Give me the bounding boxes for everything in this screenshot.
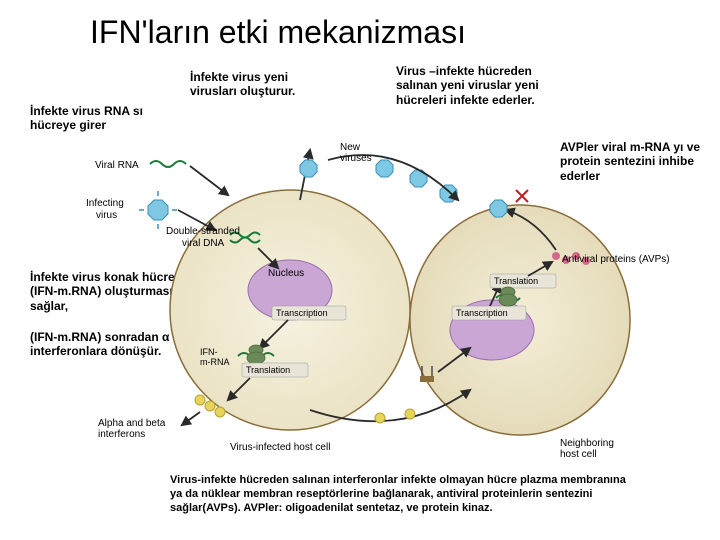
new-virus-1 [300,160,317,177]
label-nhc: Neighboring host cell [560,438,614,460]
mechanism-diagram [0,0,720,470]
label-transcription-1: Transcription [276,308,328,318]
infecting-virus-icon [139,191,177,229]
label-ab-ifn: Alpha and beta interferons [98,418,165,440]
label-virus: virus [96,210,117,221]
label-vihc: Virus-infected host cell [230,442,330,453]
block-icon [516,190,528,202]
label-ifn-mrna: IFN- m-RNA [200,348,230,368]
label-nucleus: Nucleus [268,268,304,279]
label-new-viruses: New viruses [340,142,372,164]
viral-rna-strand [150,161,186,167]
label-dsdna2: viral DNA [182,238,224,249]
label-translation-2: Translation [494,276,538,286]
label-infecting: Infecting [86,198,124,209]
label-viral-rna: Viral RNA [95,160,139,171]
released-viruses [376,160,457,202]
label-transcription-2: Transcription [456,308,508,318]
label-dsdna1: Double-stranded [166,226,240,237]
label-translation-1: Translation [246,365,290,375]
label-avps: Antiviral proteins (AVPs) [562,254,670,265]
bottom-caption: Virus-infekte hücreden salınan interfero… [170,474,630,515]
